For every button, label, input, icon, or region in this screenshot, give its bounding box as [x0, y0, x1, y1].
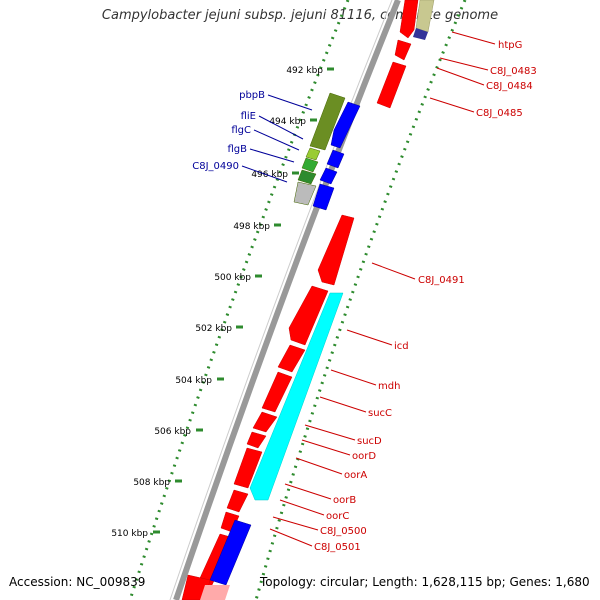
- gene-sucC[interactable]: [261, 371, 293, 413]
- leader-C8J_0490: [241, 165, 288, 183]
- label-mdh[interactable]: mdh: [378, 381, 400, 392]
- label-C8J_0491[interactable]: C8J_0491: [418, 275, 465, 286]
- leader-C8J_0483: [439, 57, 489, 71]
- leader-C8J_0501: [269, 528, 313, 547]
- gene-fliE[interactable]: [305, 147, 321, 161]
- label-oorB[interactable]: oorB: [333, 495, 356, 506]
- gene-flgC[interactable]: [301, 157, 319, 173]
- reverse-labels: pbpB fliE flgC flgB C8J_0490: [192, 90, 265, 172]
- label-oorA[interactable]: oorA: [344, 470, 367, 481]
- gene-oorA[interactable]: [233, 447, 263, 489]
- accession-text: Accession: NC_009839: [9, 575, 146, 589]
- tick-labels: 492 kbp 494 kbp 496 kbp 498 kbp 500 kbp …: [111, 66, 323, 539]
- label-flgB[interactable]: flgB: [227, 144, 247, 155]
- label-sucD[interactable]: sucD: [357, 436, 382, 447]
- label-icd[interactable]: icd: [394, 341, 409, 352]
- label-C8J_0500[interactable]: C8J_0500: [320, 526, 367, 537]
- label-htpG[interactable]: htpG: [498, 40, 522, 51]
- leader-icd: [346, 329, 393, 346]
- tick-label-504: 504 kbp: [175, 376, 212, 386]
- gene-sucD[interactable]: [252, 411, 278, 433]
- leader-flgC: [253, 129, 300, 151]
- gene-blue-2[interactable]: [326, 149, 345, 169]
- gene-C8J_0490[interactable]: [293, 181, 317, 206]
- leader-C8J_0491: [371, 262, 416, 280]
- leader-sucD: [304, 424, 356, 441]
- leader-flgB: [249, 148, 295, 163]
- tick-label-506: 506 kbp: [154, 427, 191, 437]
- label-C8J_0483[interactable]: C8J_0483: [490, 66, 537, 77]
- tick-label-494: 494 kbp: [269, 117, 306, 127]
- forward-genes: [181, 0, 419, 600]
- gene-pink[interactable]: [200, 585, 230, 600]
- tick-label-508: 508 kbp: [133, 478, 170, 488]
- gene-blue-4[interactable]: [312, 183, 335, 211]
- forward-labels: htpG C8J_0483 C8J_0484 C8J_0485 C8J_0491…: [314, 40, 537, 553]
- gene-C8J_0491[interactable]: [317, 214, 355, 286]
- label-sucC[interactable]: sucC: [368, 408, 392, 419]
- gene-pbpB[interactable]: [309, 92, 346, 151]
- label-C8J_0485[interactable]: C8J_0485: [476, 108, 523, 119]
- flagellar-cluster: [293, 92, 346, 206]
- leader-C8J_0500: [272, 516, 319, 531]
- map-title: Campylobacter jejuni subsp. jejuni 81116…: [101, 8, 499, 23]
- label-fliE[interactable]: fliE: [241, 111, 256, 122]
- label-oorC[interactable]: oorC: [326, 511, 349, 522]
- label-pbpB[interactable]: pbpB: [239, 90, 265, 101]
- leader-oorD: [301, 439, 351, 456]
- gene-flgB[interactable]: [297, 169, 317, 185]
- label-C8J_0501[interactable]: C8J_0501: [314, 542, 361, 553]
- tick-marks: [153, 67, 334, 534]
- leader-sucC: [319, 396, 367, 413]
- leader-C8J_0485: [429, 97, 475, 113]
- gene-cyan[interactable]: [249, 292, 344, 501]
- leader-fliE: [258, 115, 304, 140]
- tick-label-502: 502 kbp: [195, 324, 232, 334]
- gene-oorD[interactable]: [246, 431, 267, 449]
- gene-blue-3[interactable]: [319, 167, 338, 185]
- inner-dotted-track: [128, 0, 350, 600]
- leader-htpG: [451, 31, 496, 45]
- gene-mdh[interactable]: [277, 344, 306, 373]
- gene-htpG[interactable]: [399, 0, 419, 39]
- outer-dotted-track: [254, 0, 467, 600]
- leader-oorB: [284, 483, 332, 500]
- gene-tan[interactable]: [415, 0, 435, 33]
- label-flgC[interactable]: flgC: [231, 125, 251, 136]
- gene-C8J_0483[interactable]: [394, 39, 412, 61]
- label-C8J_0484[interactable]: C8J_0484: [486, 81, 533, 92]
- leader-oorA: [295, 457, 343, 475]
- reverse-leaders: [241, 94, 313, 183]
- forward-leaders: [269, 31, 496, 547]
- gene-C8J_0485[interactable]: [376, 61, 407, 109]
- tick-label-496: 496 kbp: [251, 170, 288, 180]
- topology-text: Topology: circular; Length: 1,628,115 bp…: [260, 575, 590, 589]
- tick-label-500: 500 kbp: [214, 273, 251, 283]
- genome-backbone-inner: [169, 0, 393, 600]
- gene-icd[interactable]: [288, 285, 329, 346]
- tick-label-510: 510 kbp: [111, 529, 148, 539]
- leader-oorC: [279, 499, 325, 516]
- label-oorD[interactable]: oorD: [352, 451, 376, 462]
- leader-pbpB: [267, 94, 313, 111]
- tick-label-498: 498 kbp: [233, 222, 270, 232]
- gene-navy[interactable]: [413, 28, 428, 40]
- genome-backbone: [173, 0, 401, 600]
- gene-blue-1[interactable]: [330, 101, 361, 149]
- label-C8J_0490[interactable]: C8J_0490: [192, 161, 239, 172]
- leader-C8J_0484: [436, 67, 485, 86]
- reverse-genes: [209, 101, 361, 586]
- gene-oorB[interactable]: [226, 489, 249, 513]
- tick-label-492: 492 kbp: [286, 66, 323, 76]
- leader-mdh: [330, 369, 377, 386]
